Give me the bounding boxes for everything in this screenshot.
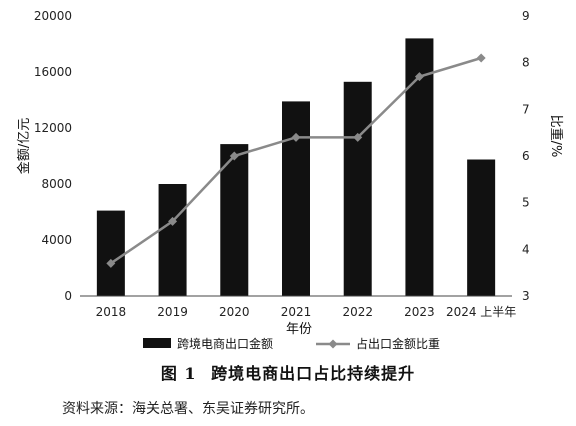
legend-bar-label: 跨境电商出口金额 (177, 336, 273, 351)
right-axis-ticks: 3 4 5 6 7 8 9 (522, 9, 530, 303)
x-tick-label: 2021 (281, 305, 312, 319)
line-point-2020 (229, 151, 239, 161)
bar-2018 (96, 210, 125, 296)
left-axis-ticks: 0 4000 8000 12000 16000 20000 (34, 9, 72, 303)
right-tick-label: 7 (522, 102, 530, 116)
legend-line-label: 占出口金额比重 (356, 336, 440, 351)
line-series (106, 53, 486, 268)
legend: 跨境电商出口金额 占出口金额比重 (143, 336, 440, 351)
bar-series (96, 38, 496, 297)
line-point-2018 (106, 258, 116, 268)
right-tick-label: 6 (522, 149, 530, 163)
bar-2021 (282, 101, 310, 297)
x-axis-ticks: 2018 2019 2020 2021 2022 2023 2024 上半年 (96, 305, 517, 319)
line-point-2022 (353, 132, 363, 142)
line-point-2024 上半年 (476, 53, 486, 63)
right-tick-label: 3 (522, 289, 530, 303)
figure-title: 跨境电商出口占比持续提升 (211, 364, 416, 383)
left-tick-label: 16000 (34, 65, 72, 79)
bar-2019 (158, 184, 187, 296)
left-tick-label: 8000 (41, 177, 72, 191)
left-axis-title: 金额/亿元 (16, 118, 32, 174)
legend-line-marker (328, 339, 338, 349)
left-tick-label: 12000 (34, 121, 72, 135)
left-tick-label: 4000 (41, 233, 72, 247)
x-tick-label: 2023 (404, 305, 435, 319)
right-tick-label: 4 (522, 242, 530, 256)
source-note: 资料来源：海关总署、东吴证券研究所。 (62, 401, 314, 417)
bar-2023 (405, 38, 434, 297)
right-axis-title: 比重/% (548, 115, 564, 158)
x-tick-label: 2022 (342, 305, 373, 319)
line-point-2021 (291, 132, 301, 142)
left-tick-label: 0 (64, 289, 72, 303)
right-tick-label: 5 (522, 196, 530, 210)
line-point-2019 (168, 216, 178, 226)
x-tick-label: 2024 上半年 (446, 305, 516, 319)
line-point-2023 (414, 72, 424, 82)
right-tick-label: 9 (522, 9, 530, 23)
bar-2022 (343, 81, 372, 296)
x-tick-label: 2019 (157, 305, 188, 319)
x-tick-label: 2018 (96, 305, 127, 319)
legend-bar-swatch (143, 338, 171, 348)
figure-number: 图 1 (160, 364, 197, 383)
x-axis-title: 年份 (286, 322, 312, 337)
x-tick-label: 2020 (219, 305, 250, 319)
figure-caption: 图 1 跨境电商出口占比持续提升 (0, 360, 576, 384)
bar-2024 上半年 (467, 159, 496, 296)
bar-2020 (220, 144, 249, 296)
left-tick-label: 20000 (34, 9, 72, 23)
right-tick-label: 8 (522, 56, 530, 70)
